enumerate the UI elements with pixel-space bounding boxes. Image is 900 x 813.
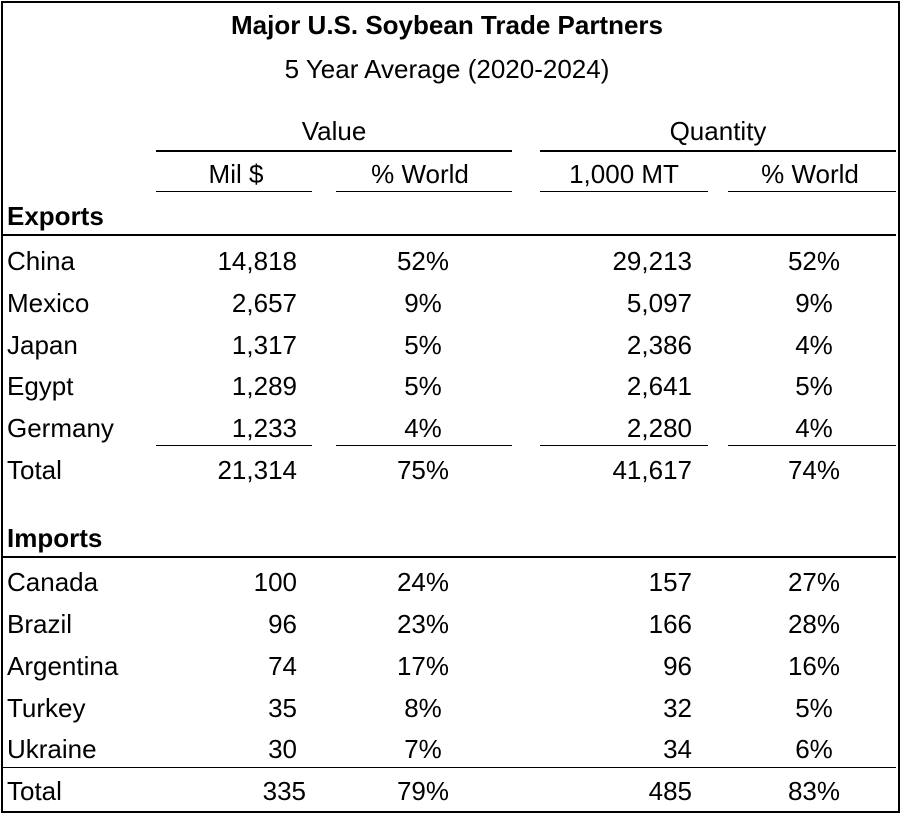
cell-value-pct: 5% [404,371,442,401]
cell-value-pct: 9% [404,288,442,318]
cell-value-pct: 24% [396,567,450,597]
cell-qty-pct: 5% [795,371,833,401]
row-label: Germany [7,413,114,443]
column-underline-mil [156,191,312,192]
row-label: Total [7,776,62,806]
cell-value-pct: 17% [396,651,450,681]
row-label: Ukraine [7,734,97,764]
cell-qty-pct: 16% [787,651,841,681]
cell-qty: 2,280 [626,413,692,443]
cell-qty-pct: 74% [787,455,841,485]
cell-value-pct: 5% [404,330,442,360]
group-underline-quantity [540,150,896,152]
cell-value-pct: 52% [396,246,450,276]
cell-value-pct: 79% [396,776,450,806]
row-label: Argentina [7,651,119,681]
table-subtitle: 5 Year Average (2020-2024) [284,54,610,84]
cell-qty-pct: 5% [795,693,833,723]
total-rule-1000-mt [540,445,708,446]
row-label: Total [7,455,62,485]
cell-qty: 157 [648,567,692,597]
row-label: China [7,246,75,276]
cell-value-pct: 8% [404,693,442,723]
cell-value: 35 [268,693,297,723]
cell-qty-pct: 28% [787,609,841,639]
cell-qty: 485 [648,776,692,806]
cell-qty: 5,097 [626,288,692,318]
cell-qty: 96 [663,651,692,681]
cell-qty: 41,617 [612,455,692,485]
cell-value: 335 [262,776,306,806]
cell-qty: 166 [648,609,692,639]
cell-qty-pct: 52% [787,246,841,276]
cell-qty: 2,386 [626,330,692,360]
cell-qty: 34 [663,734,692,764]
section-label-exports: Exports [7,201,104,231]
row-label: Japan [7,330,78,360]
cell-value: 1,233 [231,413,297,443]
section-label-imports: Imports [7,523,103,553]
cell-value-pct: 4% [404,413,442,443]
cell-qty: 32 [663,693,692,723]
cell-value-pct: 23% [396,609,450,639]
row-label: Canada [7,567,99,597]
cell-value: 74 [268,651,297,681]
column-header-1000-mt: 1,000 MT [569,159,679,189]
cell-qty: 2,641 [626,371,692,401]
total-rule-imports [3,767,896,768]
total-rule-pct-world-quantity [728,445,896,446]
row-label: Turkey [7,693,86,723]
column-header-pct-world-quantity: % World [761,159,859,189]
cell-value: 1,317 [231,330,297,360]
table-title: Major U.S. Soybean Trade Partners [230,10,664,40]
cell-qty-pct: 9% [795,288,833,318]
column-header-mil: Mil $ [208,159,264,189]
cell-value-pct: 7% [404,734,442,764]
column-underline-pct-world-quantity [728,191,896,192]
column-underline-1000-mt [540,191,708,192]
cell-value: 14,818 [217,246,297,276]
cell-value: 96 [268,609,297,639]
group-underline-value [156,150,512,152]
cell-qty-pct: 83% [787,776,841,806]
cell-value: 100 [253,567,297,597]
cell-qty-pct: 4% [795,330,833,360]
column-header-pct-world-value: % World [371,159,469,189]
cell-value: 21,314 [217,455,297,485]
cell-qty-pct: 27% [787,567,841,597]
cell-qty-pct: 4% [795,413,833,443]
cell-value: 1,289 [231,371,297,401]
section-divider-exports [3,234,896,236]
row-label: Egypt [7,371,74,401]
cell-value: 30 [268,734,297,764]
total-rule-mil [156,445,312,446]
row-label: Brazil [7,609,73,639]
group-header-value: Value [301,116,367,146]
column-underline-pct-world-value [336,191,512,192]
cell-qty: 29,213 [612,246,692,276]
group-header-quantity: Quantity [669,116,767,146]
cell-value: 2,657 [231,288,297,318]
cell-value-pct: 75% [396,455,450,485]
section-divider-imports [3,556,896,558]
cell-qty-pct: 6% [795,734,833,764]
row-label: Mexico [7,288,90,318]
total-rule-pct-world-value [336,445,512,446]
